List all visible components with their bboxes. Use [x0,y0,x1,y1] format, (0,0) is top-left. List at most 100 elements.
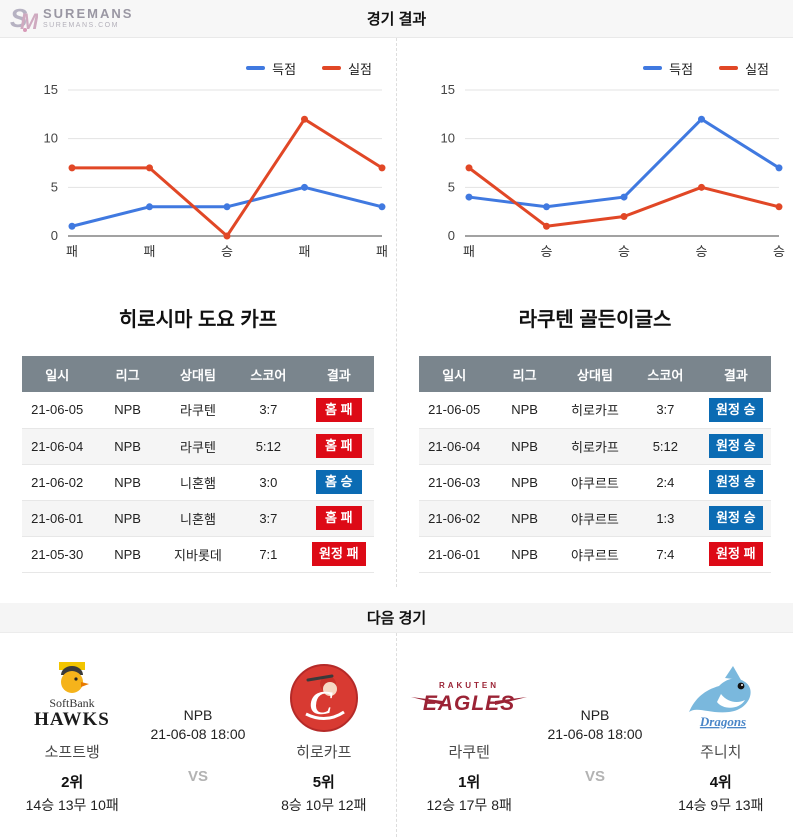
legend-item: 실점 [719,59,769,78]
result-row[interactable]: 21-06-02 NPB 니혼햄 3:0 홈 승 [22,464,374,501]
recent-results-table-left: 일시 리그 상대팀 스코어 결과 21-06-05 NPB 라쿠텐 3:7 홈 패 21-06-0… [22,356,374,573]
top-bar: S M SUREMANS SUREMANS.COM 경기 결과 [0,0,793,38]
page-title: 경기 결과 [366,11,427,28]
column-header: 리그 [92,356,163,392]
svg-text:Dragons: Dragons [699,714,746,729]
column-header: 상대팀 [162,356,234,392]
match-league: NPB [92,464,163,501]
match-date: 21-06-04 [419,428,490,465]
match-score: 3:7 [233,500,304,537]
result-badge: 홈 패 [315,397,362,422]
brand-logo[interactable]: S M SUREMANS SUREMANS.COM [10,3,133,33]
match-date: 21-06-01 [22,500,93,537]
column-header: 결과 [700,356,771,392]
match-datetime: 21-06-08 18:00 [547,725,643,742]
legend-item: 득점 [643,59,693,78]
table-header-row: 일시 리그 상대팀 스코어 결과 [22,356,374,392]
match-league: NPB [489,536,560,573]
next-match-left[interactable]: SoftBank HAWKS 소프트뱅 2위 14승 13무 10패 NPB 2… [0,633,396,837]
legend-swatch [246,66,266,70]
match-league: NPB [489,428,560,465]
match-score: 2:4 [630,464,701,501]
legend-label: 득점 [272,61,297,77]
opponent-name: 히로카프 [559,392,631,429]
result-badge: 원정 승 [709,506,763,530]
svg-text:5: 5 [51,179,58,194]
line-chart: 0 5 10 15 패 패 승 패 패 [44,82,388,259]
result-badge: 원정 패 [709,542,763,566]
result-badge: 홈 패 [315,506,362,530]
result-row[interactable]: 21-06-02 NPB 야쿠르트 1:3 원정 승 [419,500,771,537]
next-home-team[interactable]: SoftBank HAWKS 소프트뱅 2위 14승 13무 10패 [6,661,138,815]
result-row[interactable]: 21-06-05 NPB 히로카프 3:7 원정 승 [419,392,771,429]
result-row[interactable]: 21-06-01 NPB 야쿠르트 7:4 원정 패 [419,536,771,573]
result-row[interactable]: 21-06-03 NPB 야쿠르트 2:4 원정 승 [419,464,771,501]
team-title-right: 라쿠텐 골든이글스 [518,309,672,331]
column-header: 스코어 [630,356,701,392]
team-name: 라쿠텐 [448,743,490,761]
legend-label: 실점 [745,61,769,77]
match-date: 21-06-03 [419,464,490,501]
svg-text:M: M [20,9,38,33]
next-match-right[interactable]: RAKUTEN EAGLES 라쿠텐 1위 12승 17무 8패 NPB 21-… [396,632,793,837]
legend-swatch [719,66,739,70]
result-row[interactable]: 21-05-30 NPB 지바롯데 7:1 원정 패 [22,536,374,573]
svg-text:패: 패 [144,244,156,259]
match-score: 5:12 [233,428,304,465]
svg-text:0: 0 [448,228,455,243]
svg-text:15: 15 [441,82,455,97]
suremans-logo-icon: S M [10,3,38,33]
next-match-info: NPB 21-06-08 18:00 VS [535,691,654,785]
column-header: 리그 [489,356,560,392]
result-row[interactable]: 21-06-04 NPB 라쿠텐 5:12 홈 패 [22,428,374,465]
legend-label: 실점 [348,61,372,77]
match-date: 21-06-01 [419,536,490,573]
rakuten-eagles-logo: RAKUTEN EAGLES [409,661,529,735]
result-row[interactable]: 21-06-05 NPB 라쿠텐 3:7 홈 패 [22,392,374,429]
svg-text:승: 승 [221,244,233,259]
svg-text:RAKUTEN: RAKUTEN [439,681,499,690]
svg-text:승: 승 [773,244,785,259]
opponent-name: 야쿠르트 [559,500,631,537]
match-date: 21-06-05 [419,392,490,429]
result-row[interactable]: 21-06-04 NPB 히로카프 5:12 원정 승 [419,428,771,465]
team-panel-right: 득점 실점 0 5 10 15 패 승 승 승 승 라쿠텐 골든이글스 일시 리그 상대팀 스코어 결과 … [396,38,793,587]
team-name: 히로카프 [296,743,352,761]
match-score: 7:4 [630,536,701,573]
match-league: NPB [92,500,163,537]
team-rank: 2위 [61,773,84,791]
next-games-header: 다음 경기 [0,602,793,633]
svg-text:SoftBank: SoftBank [50,696,95,710]
match-score: 5:12 [630,428,701,465]
team-title-left: 히로시마 도요 카프 [118,309,278,331]
legend-item: 득점 [246,59,296,78]
match-datetime: 21-06-08 18:00 [150,725,246,742]
table-header-row: 일시 리그 상대팀 스코어 결과 [419,356,771,392]
result-badge: 원정 승 [709,470,763,494]
result-badge: 원정 패 [312,542,366,566]
opponent-name: 니혼햄 [162,500,234,537]
svg-text:EAGLES: EAGLES [423,692,515,715]
svg-text:HAWKS: HAWKS [34,709,110,730]
opponent-name: 라쿠텐 [162,392,234,429]
svg-text:패: 패 [299,244,311,259]
chunichi-dragons-logo: Dragons [675,661,767,735]
column-header: 일시 [419,356,490,392]
result-row[interactable]: 21-06-01 NPB 니혼햄 3:7 홈 패 [22,500,374,537]
team-name: 주니치 [700,743,742,761]
match-league: NPB [92,428,163,465]
opponent-name: 니혼햄 [162,464,234,501]
svg-text:승: 승 [618,244,630,259]
next-away-team[interactable]: Dragons 주니치 4위 14승 9무 13패 [655,661,787,815]
next-away-team[interactable]: C 히로카프 5위 8승 10무 12패 [258,661,390,815]
match-score: 3:7 [233,392,304,429]
column-header: 상대팀 [559,356,631,392]
legend-item: 실점 [322,59,372,78]
next-home-team[interactable]: RAKUTEN EAGLES 라쿠텐 1위 12승 17무 8패 [403,661,535,815]
svg-text:패: 패 [66,244,78,259]
column-header: 일시 [22,356,93,392]
svg-text:C: C [309,685,332,722]
svg-text:승: 승 [541,244,553,259]
svg-text:0: 0 [51,228,58,243]
svg-text:승: 승 [696,244,708,259]
